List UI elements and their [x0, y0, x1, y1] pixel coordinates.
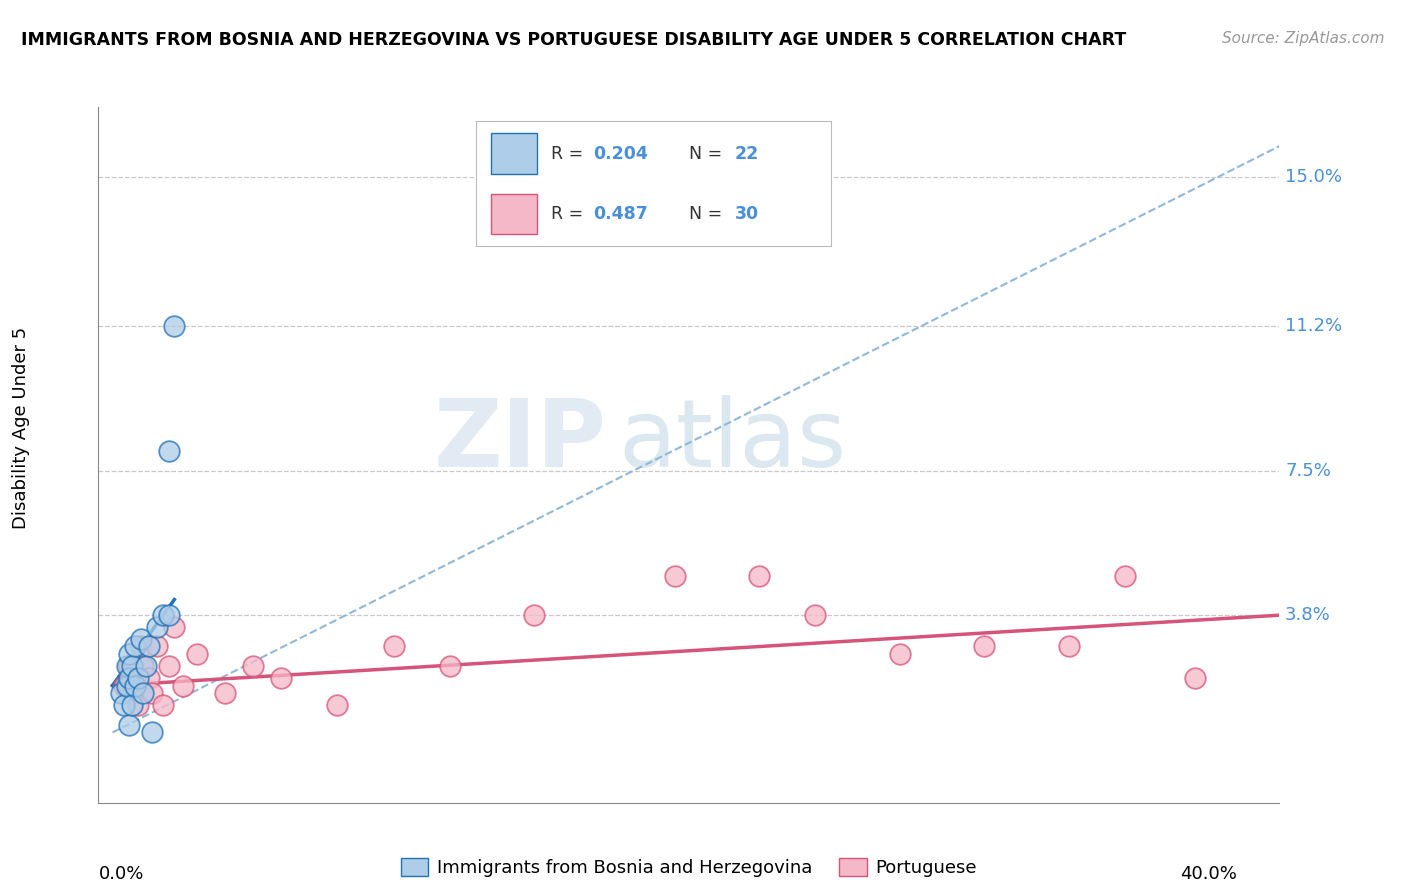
Point: [664, 569, 686, 583]
Point: [152, 608, 174, 623]
Text: 11.2%: 11.2%: [1285, 317, 1343, 334]
Point: [124, 671, 146, 685]
Point: [214, 686, 236, 700]
Point: [163, 620, 186, 634]
Text: Disability Age Under 5: Disability Age Under 5: [13, 327, 30, 529]
Text: IMMIGRANTS FROM BOSNIA AND HERZEGOVINA VS PORTUGUESE DISABILITY AGE UNDER 5 CORR: IMMIGRANTS FROM BOSNIA AND HERZEGOVINA V…: [21, 31, 1126, 49]
Point: [141, 725, 163, 739]
Text: 0.0%: 0.0%: [98, 865, 143, 883]
Point: [129, 632, 152, 646]
Point: [889, 647, 911, 661]
Point: [124, 640, 146, 654]
Point: [186, 647, 208, 661]
Point: [132, 659, 155, 673]
Point: [242, 659, 264, 673]
Point: [382, 640, 405, 654]
Point: [121, 686, 143, 700]
Point: [129, 640, 152, 654]
Point: [141, 686, 163, 700]
Point: [157, 608, 180, 623]
Text: Source: ZipAtlas.com: Source: ZipAtlas.com: [1222, 31, 1385, 46]
Point: [1114, 569, 1136, 583]
Point: [439, 659, 461, 673]
Point: [124, 679, 146, 693]
Legend: Immigrants from Bosnia and Herzegovina, Portuguese: Immigrants from Bosnia and Herzegovina, …: [394, 850, 984, 884]
Text: ZIP: ZIP: [433, 395, 606, 487]
Point: [118, 647, 141, 661]
Point: [146, 640, 169, 654]
Text: 3.8%: 3.8%: [1285, 607, 1331, 624]
Point: [132, 686, 155, 700]
Point: [121, 698, 143, 712]
Point: [804, 608, 827, 623]
Point: [135, 659, 157, 673]
Point: [748, 569, 770, 583]
Point: [270, 671, 292, 685]
Text: 15.0%: 15.0%: [1285, 169, 1343, 186]
Text: 7.5%: 7.5%: [1285, 461, 1331, 480]
Point: [157, 659, 180, 673]
Point: [1184, 671, 1206, 685]
Point: [118, 659, 141, 673]
Point: [121, 659, 143, 673]
Point: [172, 679, 194, 693]
Point: [1057, 640, 1080, 654]
Point: [973, 640, 995, 654]
Text: atlas: atlas: [619, 395, 846, 487]
Point: [157, 444, 180, 458]
Point: [112, 698, 135, 712]
Point: [138, 640, 160, 654]
Point: [112, 679, 135, 693]
Point: [326, 698, 349, 712]
Point: [118, 671, 141, 685]
Point: [127, 698, 149, 712]
Point: [138, 671, 160, 685]
Point: [523, 608, 546, 623]
Point: [110, 686, 132, 700]
Text: 40.0%: 40.0%: [1181, 865, 1237, 883]
Point: [115, 679, 138, 693]
Point: [152, 698, 174, 712]
Point: [146, 620, 169, 634]
Point: [118, 717, 141, 731]
Point: [163, 318, 186, 333]
Point: [115, 659, 138, 673]
Point: [127, 671, 149, 685]
